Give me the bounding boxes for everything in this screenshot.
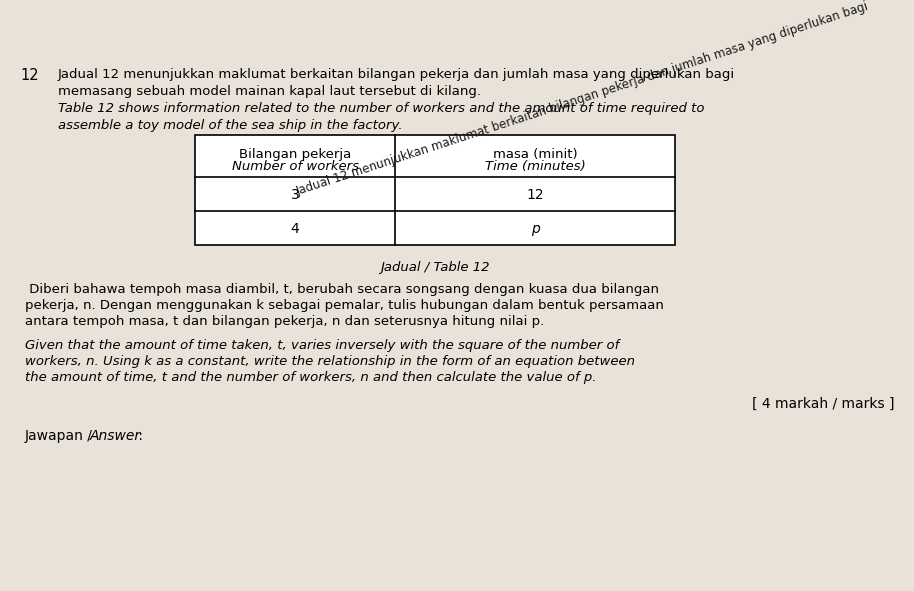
Text: Diberi bahawa tempoh masa diambil, t, berubah secara songsang dengan kuasa dua b: Diberi bahawa tempoh masa diambil, t, be… <box>25 283 659 296</box>
Text: Jadual 12 menunjukkan maklumat berkaitan bilangan pekerja dan jumlah masa yang d: Jadual 12 menunjukkan maklumat berkaitan… <box>294 0 870 198</box>
Bar <box>195 135 675 245</box>
Text: 12: 12 <box>526 188 544 202</box>
Text: 3: 3 <box>291 188 300 202</box>
Text: Jadual / Table 12: Jadual / Table 12 <box>380 261 490 274</box>
Text: 12: 12 <box>20 68 38 83</box>
Text: antara tempoh masa, t dan bilangan pekerja, n dan seterusnya hitung nilai p.: antara tempoh masa, t dan bilangan peker… <box>25 315 544 328</box>
Text: masa (minit): masa (minit) <box>493 148 578 161</box>
Text: assemble a toy model of the sea ship in the factory.: assemble a toy model of the sea ship in … <box>58 119 403 132</box>
Text: Table 12 shows information related to the number of workers and the amount of ti: Table 12 shows information related to th… <box>58 102 705 115</box>
Text: the amount of time, t and the number of workers, n and then calculate the value : the amount of time, t and the number of … <box>25 371 597 384</box>
Text: Answer: Answer <box>90 429 141 443</box>
Text: [ 4 markah / marks ]: [ 4 markah / marks ] <box>752 397 895 411</box>
Text: pekerja, n. Dengan menggunakan k sebagai pemalar, tulis hubungan dalam bentuk pe: pekerja, n. Dengan menggunakan k sebagai… <box>25 299 664 312</box>
Text: Jadual 12 menunjukkan maklumat berkaitan bilangan pekerja dan jumlah masa yang d: Jadual 12 menunjukkan maklumat berkaitan… <box>58 68 735 81</box>
Text: 4: 4 <box>291 222 300 236</box>
Text: workers, n. Using k as a constant, write the relationship in the form of an equa: workers, n. Using k as a constant, write… <box>25 355 635 368</box>
Text: Jawapan /: Jawapan / <box>25 429 97 443</box>
Text: Number of workers: Number of workers <box>231 160 358 173</box>
Text: Time (minutes): Time (minutes) <box>484 160 585 173</box>
Text: :: : <box>134 429 143 443</box>
Text: Bilangan pekerja: Bilangan pekerja <box>239 148 351 161</box>
Text: p: p <box>531 222 539 236</box>
Text: Given that the amount of time taken, t, varies inversely with the square of the : Given that the amount of time taken, t, … <box>25 339 620 352</box>
Text: memasang sebuah model mainan kapal laut tersebut di kilang.: memasang sebuah model mainan kapal laut … <box>58 85 481 98</box>
